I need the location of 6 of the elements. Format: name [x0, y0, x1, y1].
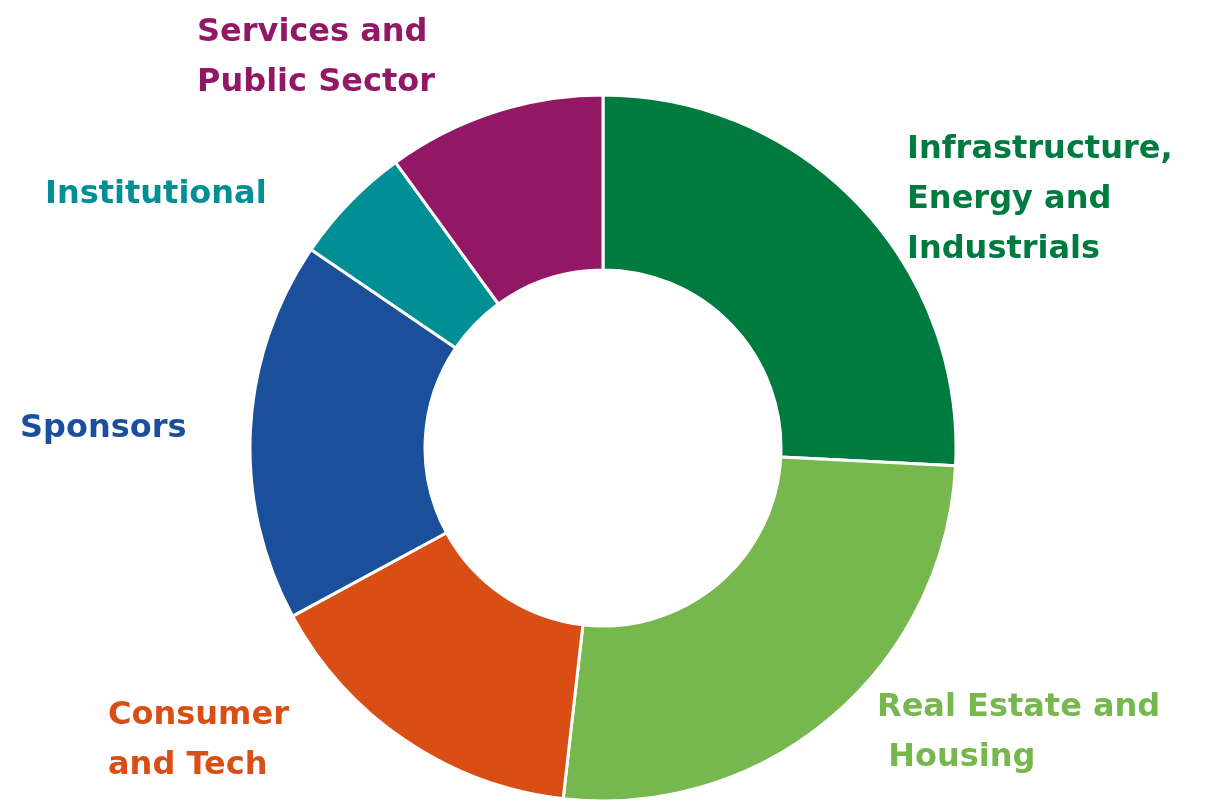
slice-label: Services and Public Sector [197, 11, 439, 99]
slice-label: Institutional [45, 173, 267, 211]
slice-label: Real Estate and Housing [877, 686, 1161, 774]
slice-label: Infrastructure, Energy and Industrials [907, 128, 1184, 266]
slice-label: Consumer and Tech [108, 694, 301, 782]
slice-label: Sponsors [20, 407, 187, 445]
